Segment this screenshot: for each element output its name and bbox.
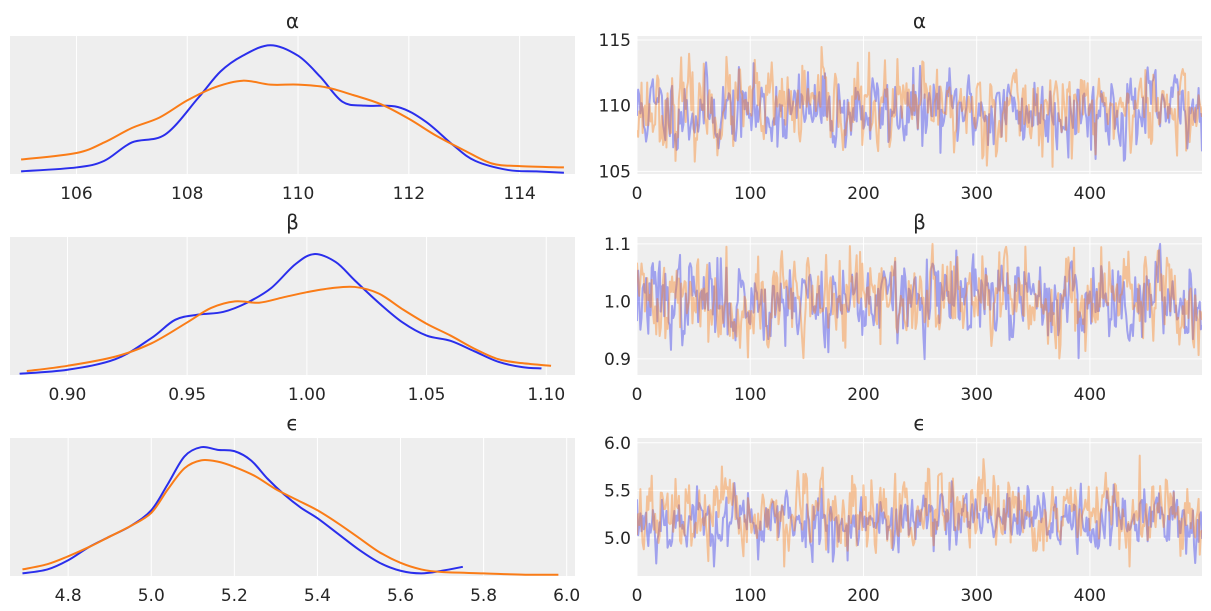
density-curve-chain-1 xyxy=(26,285,552,373)
x-tick-label: 5.4 xyxy=(304,586,331,606)
y-tick-label: 115 xyxy=(599,31,631,51)
y-tick-label: 0.9 xyxy=(604,350,631,370)
x-tick-label: 114 xyxy=(503,184,535,204)
panel-4-trace: β 0 100 200 300 400 0.9 1.0 1.1 xyxy=(604,210,1202,405)
plot-area xyxy=(637,36,1202,174)
x-tick-label: 400 xyxy=(1074,586,1106,606)
x-tick-label: 100 xyxy=(734,586,766,606)
x-tick-label: 1.00 xyxy=(288,385,326,405)
trace-line-chain-1 xyxy=(637,45,1202,168)
panel-2-trace: α 0 100 200 300 400 105 110 115 xyxy=(599,9,1202,204)
x-tick-label: 5.0 xyxy=(138,586,165,606)
x-tick-label: 0.95 xyxy=(168,385,206,405)
x-tick-label: 400 xyxy=(1074,184,1106,204)
x-tick-label: 300 xyxy=(960,184,992,204)
plot-area xyxy=(10,237,575,375)
x-tick-label: 0 xyxy=(632,385,643,405)
x-tick-label: 300 xyxy=(960,586,992,606)
x-tick-label: 200 xyxy=(847,385,879,405)
panel-title: β xyxy=(286,210,299,234)
trace-line-chain-1 xyxy=(637,242,1202,360)
y-tick-label: 1.1 xyxy=(604,235,631,255)
x-tick-label: 1.10 xyxy=(527,385,565,405)
y-tick-label: 5.5 xyxy=(604,481,631,501)
x-tick-label: 100 xyxy=(734,184,766,204)
x-tick-label: 0.90 xyxy=(49,385,87,405)
x-tick-label: 5.2 xyxy=(221,586,248,606)
y-tick-label: 105 xyxy=(599,162,631,182)
x-tick-label: 5.6 xyxy=(387,586,414,606)
plot-area xyxy=(10,438,575,576)
x-tick-label: 400 xyxy=(1074,385,1106,405)
x-tick-label: 200 xyxy=(847,586,879,606)
panel-title: α xyxy=(286,9,299,33)
y-tick-label: 110 xyxy=(599,97,631,117)
x-tick-label: 6.0 xyxy=(553,586,580,606)
trace-line-chain-0 xyxy=(637,480,1202,568)
y-tick-label: 5.0 xyxy=(604,529,631,549)
x-tick-label: 5.8 xyxy=(470,586,497,606)
density-curve-chain-0 xyxy=(21,44,564,174)
density-curve-chain-0 xyxy=(19,253,542,375)
panel-title: ϵ xyxy=(286,411,298,435)
x-tick-label: 0 xyxy=(632,184,643,204)
plot-area xyxy=(10,36,575,174)
x-tick-label: 4.8 xyxy=(55,586,82,606)
panel-title: ϵ xyxy=(913,411,925,435)
density-curve-chain-1 xyxy=(20,79,564,169)
y-tick-label: 1.0 xyxy=(604,292,631,312)
plot-area xyxy=(637,438,1202,576)
x-tick-label: 100 xyxy=(734,385,766,405)
trace-line-chain-0 xyxy=(637,61,1202,162)
panel-1-density: α 106 108 110 112 114 xyxy=(10,9,575,204)
trace-line-chain-1 xyxy=(637,454,1202,568)
y-tick-label: 6.0 xyxy=(604,434,631,454)
x-tick-label: 110 xyxy=(282,184,314,204)
x-tick-label: 300 xyxy=(960,385,992,405)
x-tick-label: 1.05 xyxy=(408,385,446,405)
panel-title: β xyxy=(913,210,926,234)
x-tick-label: 112 xyxy=(393,184,425,204)
trace-line-chain-0 xyxy=(637,242,1202,361)
panel-3-density: β 0.90 0.95 1.00 1.05 1.10 xyxy=(10,210,575,405)
panel-6-trace: ϵ 0 100 200 300 400 5.0 5.5 6.0 xyxy=(604,411,1202,606)
x-tick-label: 200 xyxy=(847,184,879,204)
panel-5-density: ϵ 4.8 5.0 5.2 5.4 5.6 5.8 6.0 xyxy=(10,411,580,606)
x-tick-label: 106 xyxy=(60,184,92,204)
plot-area xyxy=(637,237,1202,375)
x-tick-label: 0 xyxy=(632,586,643,606)
panel-title: α xyxy=(913,9,926,33)
density-curve-chain-1 xyxy=(22,458,559,576)
x-tick-label: 108 xyxy=(171,184,203,204)
